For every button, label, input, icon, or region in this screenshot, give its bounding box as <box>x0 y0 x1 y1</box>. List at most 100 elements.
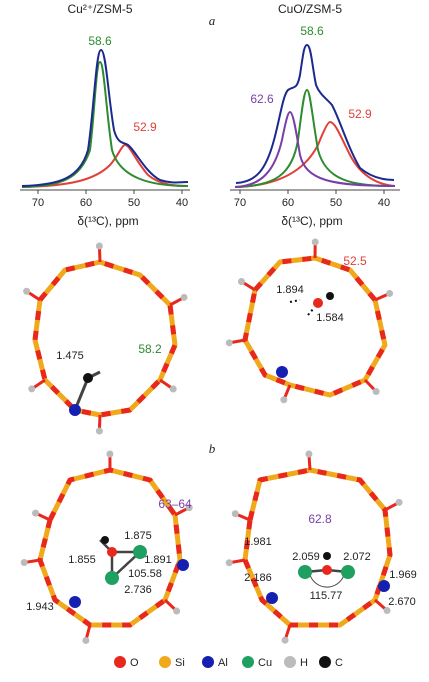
h-atom <box>20 559 28 567</box>
structures <box>20 238 403 644</box>
fit-curve <box>21 60 189 188</box>
h-atom <box>386 289 394 297</box>
legend-label: Cu <box>258 657 272 669</box>
spectrum-curve <box>21 48 189 187</box>
al-atom <box>69 404 81 416</box>
distance-label: 115.77 <box>310 590 343 602</box>
peak-label: 58.6 <box>88 34 112 48</box>
h-atom <box>185 504 193 512</box>
cu-atom <box>341 565 355 579</box>
peak-label: 62.6 <box>250 92 274 106</box>
h-atom <box>311 238 319 246</box>
tick-label: 60 <box>282 197 294 209</box>
h-atom <box>305 450 313 458</box>
h-bond <box>289 299 315 316</box>
zeolite-ring <box>242 255 388 398</box>
al-atom <box>177 559 189 571</box>
h-atom <box>23 287 31 295</box>
fit-curve <box>234 88 396 188</box>
o-atom <box>313 298 323 308</box>
legend-swatch <box>202 656 214 668</box>
legend-swatch <box>114 656 126 668</box>
legend-swatch <box>319 656 331 668</box>
distance-label: 1.475 <box>56 350 84 362</box>
fit-curve <box>21 143 189 188</box>
c-atom <box>323 552 331 560</box>
h-atom <box>281 636 289 644</box>
distance-label: 2.059 <box>292 551 320 563</box>
h-atom <box>395 498 403 506</box>
o-atom <box>322 565 332 575</box>
spectrum-right: 62.6 58.6 52.9 70 60 50 40 δ(¹³C), ppm <box>230 24 400 228</box>
zeolite-ring <box>32 259 178 418</box>
c-atom <box>326 292 334 300</box>
spectrum-title: CuO/ZSM-5 <box>278 2 342 16</box>
h-atom <box>180 293 188 301</box>
distance-label: 1.875 <box>124 530 152 542</box>
shift-label: 63–64 <box>158 497 192 511</box>
tick-label: 70 <box>32 197 44 209</box>
distance-label: 1.981 <box>244 536 272 548</box>
tick-label: 40 <box>378 197 390 209</box>
legend: O Si Al Cu H C <box>114 656 343 669</box>
distance-label: 1.894 <box>276 284 304 296</box>
legend-label: C <box>335 657 343 669</box>
h-atom <box>225 559 233 567</box>
legend-swatch <box>159 656 171 668</box>
distance-label: 2.072 <box>343 551 371 563</box>
ticks <box>37 190 183 194</box>
al-atom <box>276 366 288 378</box>
distance-label: 1.891 <box>144 554 172 566</box>
h-atom <box>280 396 288 404</box>
legend-label: Si <box>175 657 185 669</box>
tick-label: 40 <box>176 197 188 209</box>
al-atom <box>378 580 390 592</box>
ticks <box>239 190 385 194</box>
distance-label: 1.855 <box>68 554 96 566</box>
axis-label: δ(¹³C), ppm <box>281 214 342 228</box>
spectrum-left: 58.6 52.9 70 60 50 40 δ(¹³C), ppm <box>20 34 190 228</box>
h-atom <box>231 510 239 518</box>
zeolite-ring <box>242 467 393 628</box>
distance-label: 2.736 <box>124 584 152 596</box>
distance-label: 1.943 <box>26 601 54 613</box>
legend-swatch <box>284 656 296 668</box>
h-atom <box>173 607 181 615</box>
o-atom <box>107 547 117 557</box>
h-atom <box>225 339 233 347</box>
distance-label: 1.969 <box>389 569 417 581</box>
spectrum-curve <box>235 43 395 184</box>
axis-label: δ(¹³C), ppm <box>77 214 138 228</box>
h-atom <box>95 427 103 435</box>
distance-label: 2.670 <box>388 596 416 608</box>
legend-swatch <box>242 656 254 668</box>
spectrum-title: Cu²⁺/ZSM-5 <box>67 2 132 16</box>
shift-label: 58.2 <box>138 342 162 356</box>
peak-label: 58.6 <box>300 24 324 38</box>
legend-label: H <box>300 657 308 669</box>
legend-label: Al <box>218 657 228 669</box>
tick-label: 50 <box>330 197 342 209</box>
h-atom <box>95 242 103 250</box>
panel-label: a <box>209 13 216 28</box>
tick-label: 60 <box>80 197 92 209</box>
legend-label: O <box>130 657 139 669</box>
distance-label: 2.186 <box>244 572 272 584</box>
distance-label: 105.58 <box>128 568 162 580</box>
zeolite-ring <box>37 467 183 628</box>
h-atom <box>82 636 90 644</box>
peak-label: 52.9 <box>348 107 372 121</box>
al-atom <box>266 592 278 604</box>
h-atom <box>383 607 391 615</box>
angle-arc <box>309 574 345 588</box>
h-atom <box>169 385 177 393</box>
al-atom <box>69 596 81 608</box>
h-atom <box>372 388 380 396</box>
panel-label: b <box>209 441 216 456</box>
adsorbates <box>69 292 390 608</box>
cu-atom <box>105 571 119 585</box>
tick-label: 50 <box>128 197 140 209</box>
h-atom <box>28 385 36 393</box>
cu-atom <box>298 565 312 579</box>
